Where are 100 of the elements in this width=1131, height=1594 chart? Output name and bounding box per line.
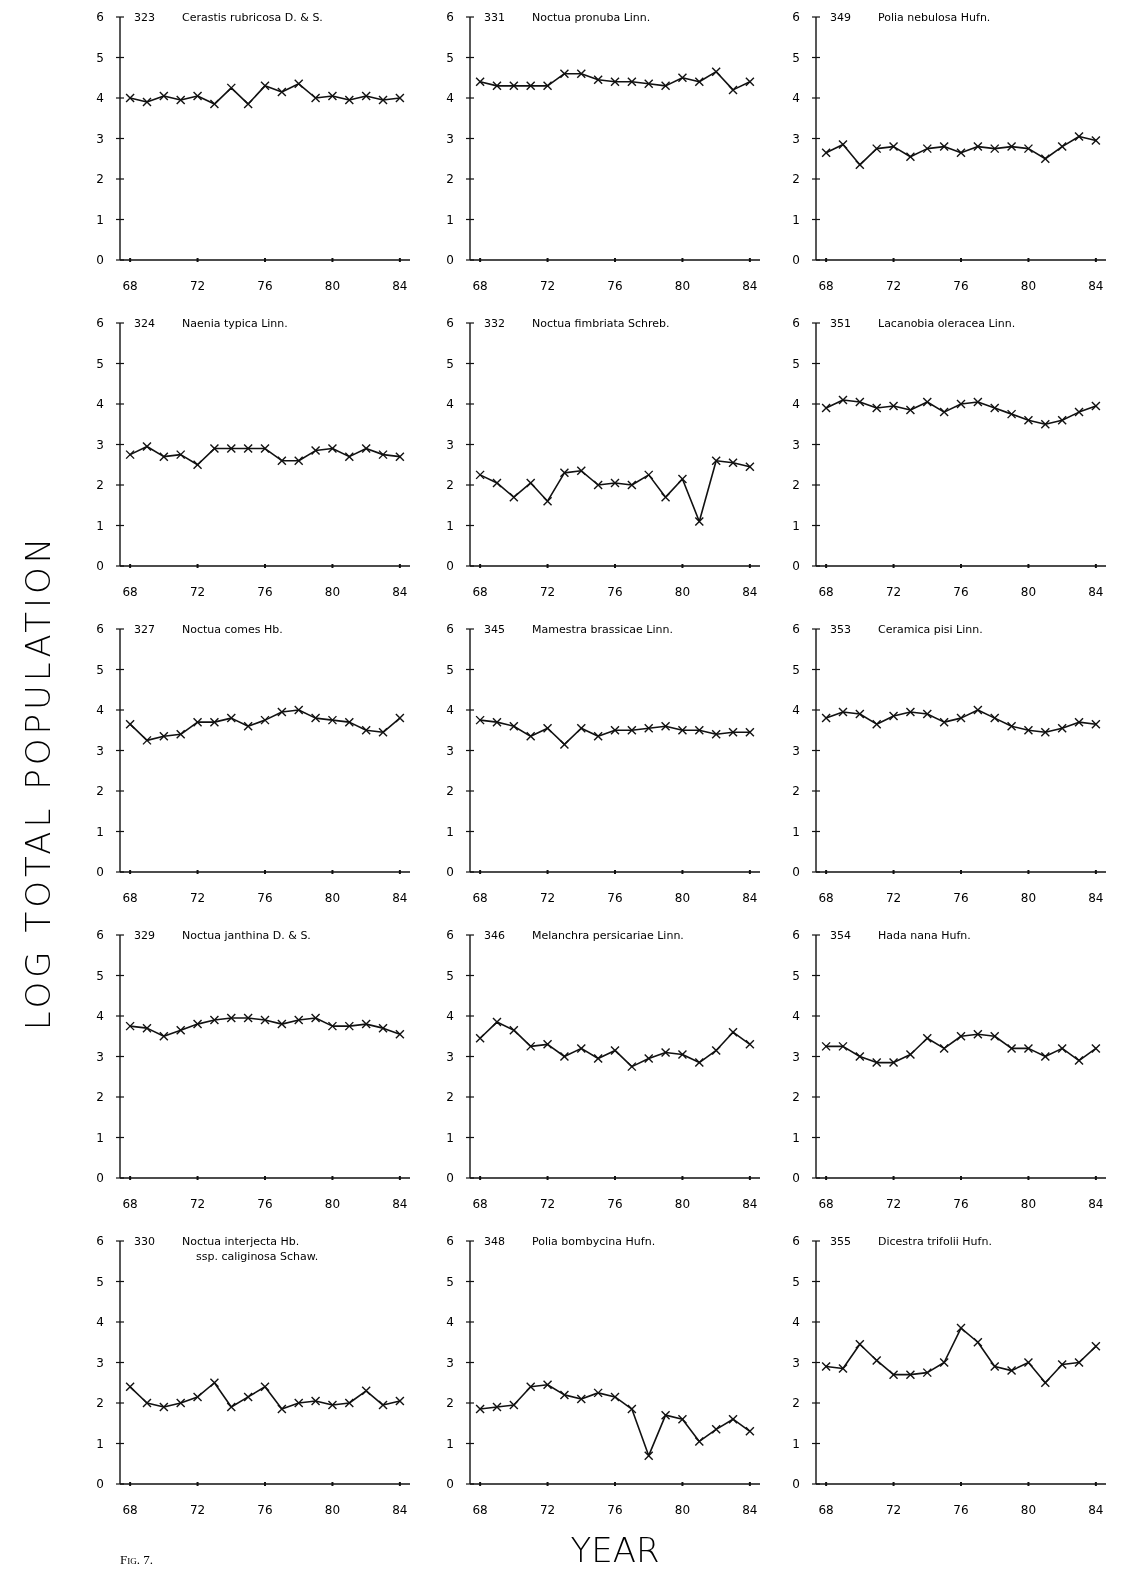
y-tick-label: 1 — [792, 212, 800, 227]
point — [526, 731, 536, 742]
point — [855, 709, 865, 719]
point — [559, 69, 570, 79]
point — [922, 1367, 932, 1378]
y-tick-label: 1 — [446, 212, 454, 227]
y-tick-label: 5 — [446, 968, 454, 983]
point — [1091, 401, 1101, 411]
point — [956, 399, 966, 409]
y-tick-label: 1 — [96, 518, 104, 533]
point — [395, 93, 405, 103]
point — [1006, 1365, 1017, 1376]
point — [745, 1426, 755, 1437]
point — [327, 1021, 338, 1031]
point — [728, 85, 738, 95]
point — [855, 397, 865, 407]
y-tick-label: 2 — [446, 478, 454, 493]
point — [922, 143, 932, 154]
y-tick-label: 1 — [792, 1130, 800, 1145]
point — [711, 456, 721, 466]
x-tick-label: 80 — [674, 1197, 691, 1211]
chart-subtitle: Mamestra brassicae Linn. — [532, 623, 673, 636]
point — [610, 478, 620, 488]
chart-subtitle: Lacanobia oleracea Linn. — [878, 317, 1016, 330]
y-tick-label: 2 — [96, 172, 104, 187]
point — [922, 709, 932, 719]
point — [838, 139, 848, 150]
x-tick-label: 72 — [885, 585, 902, 599]
y-tick-label: 0 — [96, 1171, 104, 1186]
point — [526, 81, 536, 91]
y-tick-label: 6 — [792, 928, 800, 943]
point — [576, 723, 586, 733]
x-tick-label: 84 — [392, 279, 408, 293]
point — [1057, 141, 1067, 152]
point — [990, 403, 1000, 413]
point — [395, 1396, 405, 1406]
point — [939, 407, 949, 417]
point — [159, 91, 169, 101]
point — [728, 1414, 738, 1424]
point — [888, 141, 899, 152]
point — [542, 723, 553, 733]
y-tick-label: 3 — [446, 1049, 454, 1064]
x-tick-label: 84 — [1088, 1197, 1104, 1211]
point — [872, 1057, 882, 1068]
x-tick-label: 76 — [607, 891, 623, 905]
point — [1091, 1043, 1101, 1054]
point — [677, 725, 688, 735]
chart-title: 355 — [830, 1235, 851, 1248]
chart-title: 354 — [830, 929, 851, 942]
point — [344, 1021, 354, 1031]
point — [1074, 717, 1084, 727]
x-tick-label: 76 — [607, 585, 623, 599]
y-tick-label: 0 — [96, 253, 104, 268]
point — [492, 1017, 502, 1027]
point — [1006, 409, 1017, 419]
point — [492, 1402, 502, 1412]
point — [939, 141, 949, 152]
y-tick-label: 6 — [96, 316, 104, 331]
point — [593, 1053, 603, 1064]
point — [260, 81, 270, 91]
point — [872, 143, 882, 154]
y-tick-label: 2 — [792, 1090, 800, 1105]
point — [378, 727, 388, 737]
point — [226, 1013, 236, 1023]
point — [694, 77, 704, 87]
y-tick-label: 1 — [96, 1436, 104, 1451]
point — [973, 705, 983, 715]
point — [660, 1410, 671, 1420]
point — [542, 496, 553, 506]
chart-title: 349 — [830, 11, 851, 24]
x-tick-label: 68 — [818, 1197, 834, 1211]
x-tick-label: 72 — [539, 585, 556, 599]
point — [1091, 719, 1101, 729]
point — [260, 1382, 270, 1392]
point — [1057, 415, 1067, 425]
point — [226, 713, 236, 723]
point — [176, 1398, 186, 1408]
y-tick-label: 1 — [792, 518, 800, 533]
y-tick-label: 6 — [96, 1234, 104, 1249]
y-tick-label: 3 — [96, 1355, 104, 1370]
x-tick-label: 76 — [953, 279, 969, 293]
y-tick-label: 1 — [446, 1130, 454, 1145]
y-tick-label: 6 — [96, 928, 104, 943]
point — [492, 717, 502, 727]
point — [627, 1404, 637, 1414]
point — [226, 443, 236, 454]
point — [939, 1043, 949, 1054]
point — [361, 91, 371, 101]
point — [159, 451, 169, 462]
point — [344, 1398, 354, 1408]
point — [1006, 141, 1017, 152]
x-tick-label: 72 — [189, 1197, 206, 1211]
x-tick-label: 80 — [324, 1503, 341, 1517]
y-tick-label: 3 — [446, 437, 454, 452]
point — [956, 147, 966, 158]
point — [559, 1390, 570, 1400]
y-tick-label: 6 — [792, 316, 800, 331]
x-tick-label: 76 — [257, 1197, 273, 1211]
y-tick-label: 5 — [96, 662, 104, 677]
x-tick-label: 76 — [257, 891, 273, 905]
